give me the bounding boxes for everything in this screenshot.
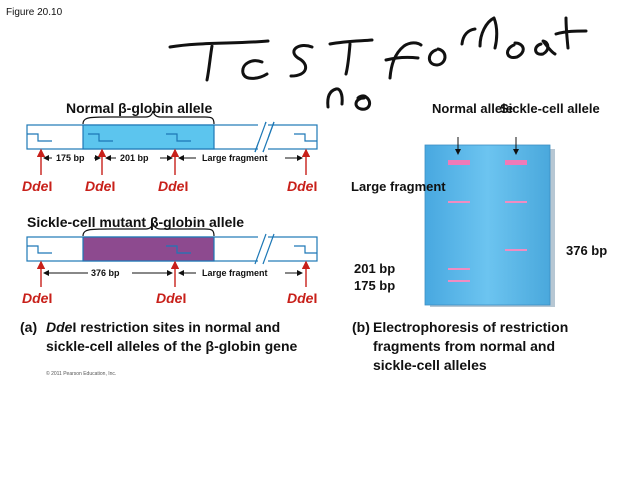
caption-b-letter: (b) (352, 319, 370, 335)
normal-exon-segment (82, 124, 215, 150)
fragment-label-large: Large fragment (200, 153, 270, 163)
fragment-label-large: Large fragment (200, 268, 270, 278)
ddei-site-label: DdeI (22, 178, 53, 194)
handwriting-stroke (384, 41, 423, 80)
gel-well (505, 160, 527, 165)
band-label-201: 201 bp (354, 261, 396, 276)
handwriting-stroke (326, 87, 344, 109)
caption-b-line1: Electrophoresis of restriction (373, 319, 569, 335)
caption-a: DdeI restriction sites in normal and sic… (46, 318, 346, 356)
caption-b-line2: fragments from normal and (373, 338, 556, 354)
caption-a-line2: sickle-cell alleles of the β-globin gene (46, 338, 298, 354)
sickle-allele-title: Sickle-cell mutant β-globin allele (27, 214, 245, 230)
normal-site-arrows (36, 148, 311, 175)
ddei-site-label: DdeI (156, 290, 187, 306)
handwriting-stroke (328, 38, 374, 76)
ddei-site-label: DdeI (22, 290, 53, 306)
gene-step-line (27, 133, 52, 142)
large-fragment-label: Large fragment (351, 179, 446, 194)
normal-allele-diagram (26, 110, 318, 153)
handwriting-stroke (241, 59, 269, 80)
gel-band (505, 201, 527, 203)
handwriting-stroke (427, 47, 447, 67)
sickle-allele-diagram (26, 222, 318, 265)
fragment-label-376: 376 bp (89, 268, 122, 278)
band-label-376: 376 bp (566, 243, 608, 258)
caption-b-line3: sickle-cell alleles (373, 357, 487, 373)
exon-bracket (82, 222, 215, 237)
ddei-site-label: DdeI (85, 178, 116, 194)
handwriting-stroke (478, 16, 499, 50)
electrophoresis-gel (424, 137, 555, 307)
ddei-site-label: DdeI (287, 178, 318, 194)
sickle-site-arrows (36, 260, 311, 287)
gene-step-line (166, 133, 191, 142)
fragment-label-201: 201 bp (118, 153, 151, 163)
figure-label: Figure 20.10 (6, 7, 63, 18)
ddei-site-label: DdeI (287, 290, 318, 306)
band-label-175: 175 bp (354, 278, 396, 293)
exon-bracket (82, 110, 215, 125)
gel-slab (424, 144, 551, 306)
ddei-site-label: DdeI (158, 178, 189, 194)
gene-step-line (88, 133, 113, 142)
gel-band (448, 268, 470, 270)
gene-step-line (294, 133, 317, 142)
sickle-exon-segment (82, 236, 215, 262)
handwriting-stroke (168, 39, 270, 82)
caption-b: Electrophoresis of restriction fragments… (373, 318, 633, 375)
handwriting-stroke (354, 94, 372, 111)
handwriting-stroke (289, 43, 314, 78)
handwriting-stroke (506, 41, 525, 59)
handwriting-stroke (534, 39, 557, 56)
handwriting-annotation (168, 16, 588, 111)
lane-label-sickle: Sickle-cell allele (500, 101, 600, 116)
gel-well (448, 160, 470, 165)
fragment-label-175: 175 bp (54, 153, 87, 163)
normal-allele-title: Normal β-globin allele (66, 100, 213, 116)
copyright: © 2011 Pearson Education, Inc. (46, 371, 117, 377)
gel-band (448, 201, 470, 203)
break-marks (254, 233, 275, 265)
caption-a-letter: (a) (20, 319, 38, 335)
handwriting-stroke (460, 27, 477, 46)
caption-a-line1: DdeI restriction sites in normal and (46, 319, 281, 335)
gel-band (448, 280, 470, 282)
lane-label-normal: Normal allele (432, 101, 513, 116)
gel-band (505, 249, 527, 251)
handwriting-stroke (554, 16, 588, 50)
